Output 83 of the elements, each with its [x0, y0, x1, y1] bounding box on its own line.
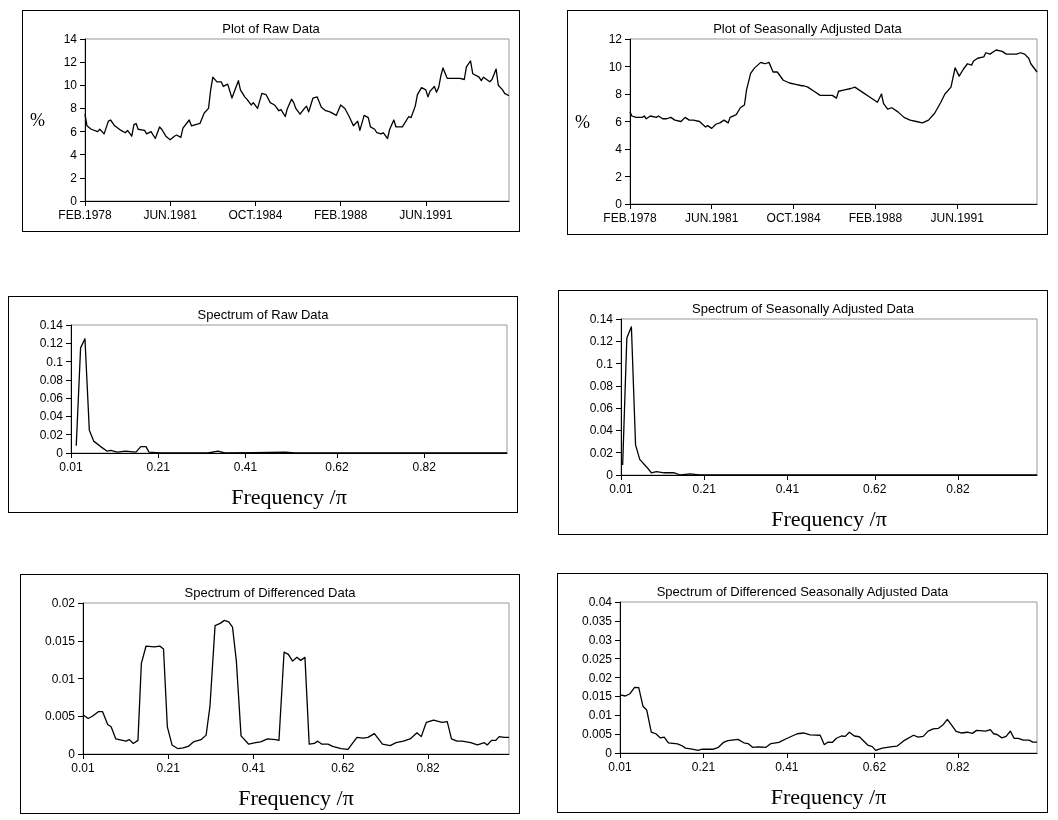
x-tick-label: 0.82 [416, 761, 441, 775]
x-tick-label: 0.21 [691, 760, 716, 774]
y-tick-label: 0.01 [588, 708, 613, 723]
y-tick-label: 8 [615, 87, 623, 101]
x-axis-title: Frequency /π [771, 505, 887, 531]
y-tick-label: 0.015 [44, 633, 76, 648]
y-tick-label: 14 [63, 32, 78, 46]
y-tick-label: 12 [63, 55, 78, 70]
chart-title: Plot of Seasonally Adjusted Data [713, 21, 903, 36]
y-tick-label: 6 [615, 114, 623, 129]
y-axis-title: % [30, 110, 45, 130]
y-tick-label: 0.1 [596, 356, 614, 371]
x-tick-label: FEB.1978 [603, 211, 658, 225]
x-axis-title: Frequency /π [231, 483, 347, 509]
x-tick-label: 0.62 [862, 760, 887, 774]
x-tick-label: 0.62 [331, 761, 355, 775]
x-tick-label: OCT.1984 [228, 208, 283, 222]
chart-title: Spectrum of Raw Data [197, 307, 330, 322]
x-tick-label: JUN.1991 [399, 208, 453, 222]
y-tick-label: 8 [70, 101, 78, 116]
y-tick-label: 0 [70, 194, 78, 208]
y-tick-label: 0.08 [589, 378, 614, 393]
y-tick-label: 0.01 [51, 671, 76, 686]
y-tick-label: 0.02 [589, 445, 614, 460]
y-tick-label: 6 [70, 124, 78, 139]
y-tick-label: 0.035 [581, 613, 613, 628]
x-axis-title: Frequency /π [238, 784, 354, 810]
chart-title: Plot of Raw Data [222, 21, 321, 36]
x-tick-label: 0.82 [412, 460, 437, 474]
y-tick-label: 12 [608, 32, 623, 46]
x-tick-label: FEB.1988 [848, 211, 903, 225]
y-tick-label: 0.025 [581, 651, 613, 666]
y-tick-label: 0.14 [589, 312, 614, 326]
x-tick-label: 0.21 [146, 460, 171, 474]
y-tick-label: 0.005 [44, 709, 76, 724]
chart-title: Spectrum of Differenced Seasonally Adjusted Data [656, 584, 950, 599]
y-tick-label: 0 [605, 746, 613, 760]
y-tick-label: 0.02 [588, 670, 613, 685]
x-tick-label: FEB.1988 [314, 208, 368, 222]
y-tick-label: 10 [608, 59, 623, 74]
y-tick-label: 10 [63, 78, 78, 93]
y-tick-label: 0 [56, 446, 64, 460]
y-tick-label: 0.015 [581, 689, 613, 704]
x-tick-label: 0.62 [325, 460, 349, 474]
y-tick-label: 0 [606, 468, 614, 482]
y-tick-label: 0.005 [581, 727, 613, 742]
y-tick-label: 0.08 [39, 372, 64, 387]
x-axis-title: Frequency /π [770, 783, 887, 809]
y-tick-label: 0.06 [589, 401, 614, 416]
x-tick-label: 0.21 [156, 761, 181, 775]
y-tick-label: 0 [615, 197, 623, 211]
x-tick-label: 0.41 [241, 761, 266, 775]
y-tick-label: 0.02 [51, 596, 76, 610]
y-tick-label: 0.14 [39, 318, 64, 332]
chart-title: Spectrum of Seasonally Adjusted Data [692, 301, 915, 316]
y-tick-label: 0 [68, 747, 76, 761]
y-tick-label: 0.04 [589, 423, 614, 438]
y-tick-label: 0.02 [39, 427, 64, 442]
x-tick-label: 0.82 [946, 482, 970, 496]
chart-title: Spectrum of Differenced Data [184, 585, 357, 600]
y-tick-label: 0.04 [39, 409, 64, 424]
x-tick-label: OCT.1984 [766, 211, 821, 225]
y-tick-label: 2 [615, 169, 623, 184]
y-tick-label: 0.06 [39, 391, 64, 406]
y-tick-label: 0.12 [589, 334, 614, 349]
x-tick-label: FEB.1978 [58, 208, 113, 222]
x-tick-label: JUN.1981 [685, 211, 739, 225]
x-tick-label: 0.62 [863, 482, 887, 496]
x-tick-label: 0.21 [692, 482, 717, 496]
y-tick-label: 0.04 [588, 595, 613, 609]
x-tick-label: 0.41 [775, 482, 800, 496]
x-tick-label: 0.82 [946, 760, 970, 774]
y-tick-label: 0.03 [588, 632, 613, 647]
y-tick-label: 4 [615, 142, 623, 156]
y-tick-label: 4 [70, 147, 78, 162]
x-tick-label: 0.41 [775, 760, 799, 774]
x-tick-label: 0.41 [233, 460, 258, 474]
x-tick-label: JUN.1981 [143, 208, 198, 222]
y-tick-label: 2 [70, 170, 78, 185]
y-tick-label: 0.12 [39, 336, 64, 351]
x-tick-label: JUN.1991 [930, 211, 985, 225]
y-axis-title: % [575, 111, 590, 132]
y-tick-label: 0.1 [46, 354, 64, 369]
